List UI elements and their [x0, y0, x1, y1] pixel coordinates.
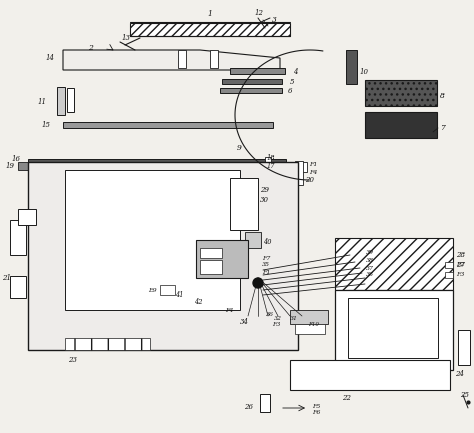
- Bar: [295, 161, 303, 185]
- Text: 12: 12: [255, 9, 264, 17]
- Bar: [365, 112, 437, 138]
- Bar: [200, 260, 222, 274]
- Text: 4: 4: [293, 68, 298, 76]
- Text: 36: 36: [266, 313, 274, 317]
- Bar: [445, 262, 453, 268]
- Bar: [178, 50, 186, 68]
- Text: F2: F2: [456, 262, 465, 266]
- Text: 40: 40: [263, 238, 272, 246]
- Text: 25: 25: [460, 391, 469, 399]
- Text: 19: 19: [6, 162, 15, 170]
- Text: 10: 10: [360, 68, 369, 76]
- Text: F4: F4: [309, 169, 318, 174]
- Bar: [18, 209, 36, 225]
- Text: F1: F1: [262, 269, 270, 275]
- Text: 11: 11: [38, 98, 47, 106]
- Bar: [130, 23, 290, 36]
- Text: F10: F10: [308, 323, 319, 327]
- Text: 17: 17: [267, 162, 275, 170]
- Text: F6: F6: [312, 410, 320, 416]
- Text: 21: 21: [2, 274, 11, 282]
- Bar: [57, 87, 65, 115]
- Bar: [335, 238, 453, 290]
- Bar: [295, 324, 325, 334]
- Text: 20: 20: [305, 176, 314, 184]
- Text: 8: 8: [440, 92, 445, 100]
- Text: 9: 9: [237, 144, 242, 152]
- Text: 39: 39: [366, 251, 374, 255]
- Bar: [348, 298, 438, 358]
- Text: 37: 37: [366, 265, 374, 271]
- Bar: [200, 248, 222, 258]
- Text: 26: 26: [244, 403, 253, 411]
- Bar: [220, 88, 282, 93]
- Bar: [160, 285, 175, 295]
- Text: 28: 28: [456, 251, 465, 259]
- Bar: [18, 162, 34, 170]
- Bar: [335, 290, 453, 370]
- Bar: [290, 310, 328, 324]
- Bar: [222, 79, 282, 84]
- Text: 13: 13: [122, 34, 131, 42]
- Bar: [63, 122, 273, 128]
- Text: F3: F3: [456, 271, 465, 277]
- Bar: [28, 162, 298, 350]
- Bar: [230, 178, 258, 230]
- Text: 3: 3: [272, 16, 277, 24]
- Text: 15: 15: [42, 121, 51, 129]
- Text: 7: 7: [440, 124, 445, 132]
- Text: F1: F1: [309, 162, 318, 168]
- Bar: [260, 394, 270, 412]
- Bar: [210, 50, 218, 68]
- Bar: [28, 159, 286, 164]
- Bar: [245, 232, 261, 248]
- Text: 27: 27: [456, 261, 465, 269]
- Bar: [365, 80, 437, 106]
- Text: 2: 2: [88, 44, 93, 52]
- Text: 22: 22: [342, 394, 351, 402]
- Text: 23: 23: [68, 356, 77, 364]
- Bar: [302, 162, 307, 172]
- Text: 36: 36: [366, 271, 374, 277]
- Bar: [65, 338, 150, 350]
- Text: 24: 24: [455, 370, 464, 378]
- Circle shape: [253, 278, 263, 288]
- Text: 14: 14: [46, 54, 55, 62]
- Text: F7: F7: [262, 255, 270, 261]
- Text: 5: 5: [290, 78, 294, 86]
- Bar: [67, 88, 74, 112]
- Text: 16: 16: [12, 155, 21, 163]
- Bar: [346, 50, 357, 84]
- Text: E9: E9: [148, 288, 156, 293]
- Text: 18: 18: [267, 154, 275, 162]
- Bar: [445, 272, 453, 278]
- Text: 42: 42: [194, 298, 202, 306]
- Text: F5: F5: [312, 404, 320, 408]
- Bar: [458, 330, 470, 365]
- Bar: [230, 68, 285, 74]
- Text: 6: 6: [288, 87, 292, 95]
- Text: F4: F4: [225, 307, 233, 313]
- Text: 35: 35: [262, 262, 270, 268]
- Text: 30: 30: [260, 196, 269, 204]
- Bar: [10, 220, 26, 255]
- Text: 34: 34: [240, 318, 249, 326]
- Text: 38: 38: [366, 258, 374, 262]
- Polygon shape: [63, 50, 280, 70]
- Bar: [196, 240, 248, 278]
- Bar: [65, 170, 240, 310]
- Text: 41: 41: [175, 291, 183, 299]
- Text: 31: 31: [290, 316, 298, 320]
- Text: F3: F3: [272, 323, 281, 327]
- Bar: [290, 360, 450, 390]
- Bar: [265, 157, 271, 171]
- Text: 32: 32: [274, 316, 282, 320]
- Text: 1: 1: [208, 10, 212, 18]
- Text: 29: 29: [260, 186, 269, 194]
- Bar: [10, 276, 26, 298]
